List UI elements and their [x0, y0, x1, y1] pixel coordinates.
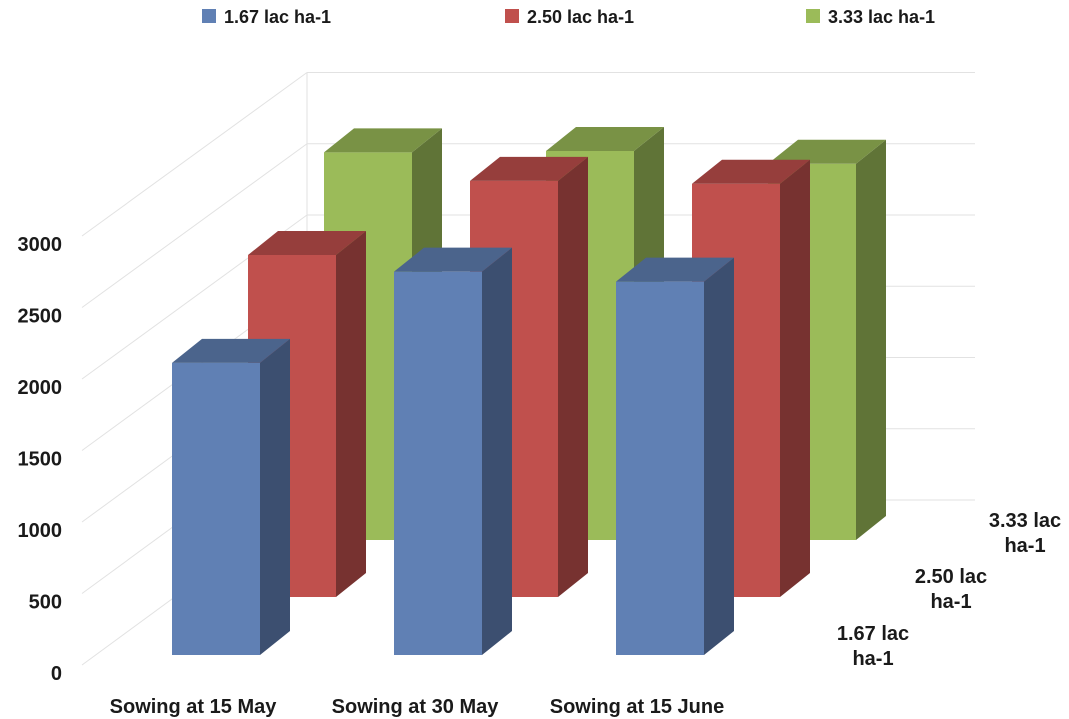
- depth-label: ha-1: [852, 648, 893, 670]
- depth-label: 1.67 lac: [837, 623, 909, 645]
- bar-side-face: [260, 338, 290, 655]
- bar-top-face: [546, 126, 664, 151]
- legend-label: 3.33 lac ha-1: [828, 7, 935, 27]
- y-tick-labels: 0 500 1000 1500 2000 2500 3000: [18, 234, 63, 685]
- y-tick-label: 500: [29, 592, 62, 614]
- bar-top-face: [616, 257, 734, 282]
- bar-side-face: [482, 247, 512, 656]
- y-tick-label: 2000: [18, 377, 63, 399]
- depth-labels: 1.67 lac ha-1 2.50 lac ha-1 3.33 lac ha-1: [837, 510, 1061, 670]
- floor-gridline: [81, 143, 308, 308]
- bar-front-face: [172, 362, 260, 655]
- bar: [616, 257, 734, 655]
- bar-top-face: [394, 247, 512, 272]
- legend-item: 3.33 lac ha-1: [806, 7, 935, 27]
- bar-top-face: [172, 338, 290, 363]
- legend-item: 1.67 lac ha-1: [202, 7, 331, 27]
- depth-label: 2.50 lac: [915, 566, 987, 588]
- y-tick-label: 2500: [18, 306, 63, 328]
- depth-label: ha-1: [930, 591, 971, 613]
- y-tick-label: 1500: [18, 449, 63, 471]
- floor-gridline: [81, 72, 308, 237]
- bars: [172, 126, 886, 656]
- bar-top-face: [692, 159, 810, 184]
- x-tick-label: Sowing at 15 June: [550, 696, 724, 718]
- legend-label: 2.50 lac ha-1: [527, 7, 634, 27]
- bar: [394, 247, 512, 656]
- x-tick-label: Sowing at 15 May: [110, 696, 278, 718]
- bar-front-face: [616, 281, 704, 655]
- legend: 1.67 lac ha-1 2.50 lac ha-1 3.33 lac ha-1: [202, 7, 935, 27]
- bar-side-face: [780, 159, 810, 597]
- legend-swatch: [202, 9, 216, 23]
- legend-item: 2.50 lac ha-1: [505, 7, 634, 27]
- x-tick-labels: Sowing at 15 May Sowing at 30 May Sowing a…: [110, 696, 725, 718]
- legend-swatch: [505, 9, 519, 23]
- legend-label: 1.67 lac ha-1: [224, 7, 331, 27]
- x-tick-label: Sowing at 30 May: [332, 696, 500, 718]
- y-tick-label: 0: [51, 663, 62, 685]
- bar-side-face: [336, 231, 366, 597]
- bar: [172, 338, 290, 655]
- bar-side-face: [558, 156, 588, 597]
- depth-label: 3.33 lac: [989, 510, 1061, 532]
- bar-top-face: [470, 156, 588, 181]
- bar-side-face: [704, 257, 734, 655]
- y-tick-label: 1000: [18, 520, 63, 542]
- bar-top-face: [248, 231, 366, 255]
- bar-front-face: [394, 271, 482, 655]
- bar-side-face: [856, 139, 886, 541]
- depth-label: ha-1: [1004, 535, 1045, 557]
- y-tick-label: 3000: [18, 234, 63, 256]
- legend-swatch: [806, 9, 820, 23]
- bar-top-face: [324, 128, 442, 153]
- bar-top-face: [768, 139, 886, 164]
